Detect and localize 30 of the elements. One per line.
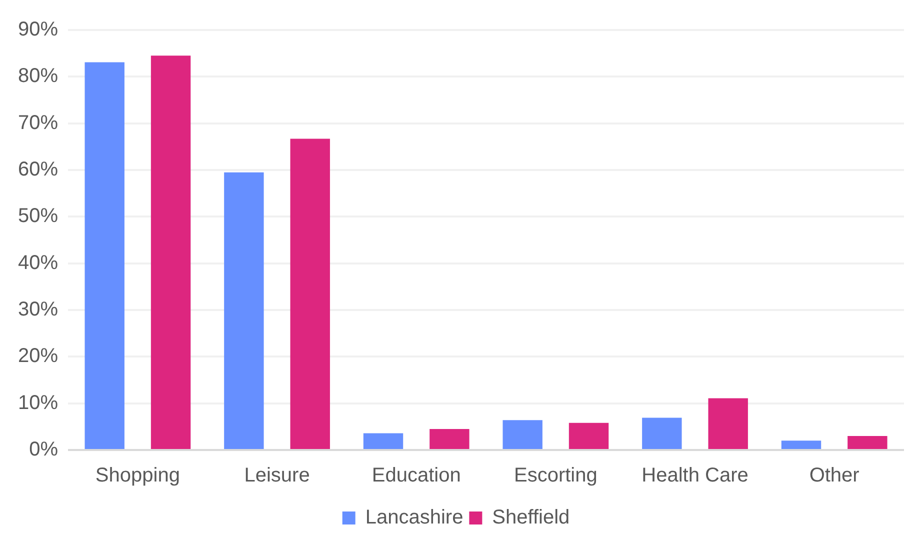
bar [430,429,470,449]
x-tick-label: Other [809,464,860,487]
x-tick-label: Leisure [244,464,310,487]
bar [848,436,888,449]
bar [502,420,542,449]
y-tick-label: 90% [18,18,58,41]
y-tick-label: 30% [18,298,58,321]
bar [363,433,404,449]
legend-label: Lancashire [365,506,464,529]
bar [290,138,330,449]
bar [642,418,682,449]
bar [150,56,191,449]
bar [84,62,124,449]
bar [568,422,609,449]
y-tick-label: 70% [18,112,58,134]
y-tick-label: 20% [18,345,58,368]
x-tick-label: Shopping [95,464,180,487]
bar [781,440,822,449]
y-tick-label: 80% [18,65,58,88]
legend-label: Sheffield [492,506,570,529]
x-tick-label: Escorting [514,464,598,487]
x-tick-label: Health Care [642,464,748,487]
bar [708,398,748,449]
y-tick-label: 0% [29,438,58,461]
x-tick-label: Education [372,464,461,487]
bar [224,172,264,449]
y-tick-label: 40% [18,252,58,274]
y-tick-label: 50% [18,205,58,228]
y-tick-label: 60% [18,158,58,181]
y-tick-label: 10% [18,392,58,414]
